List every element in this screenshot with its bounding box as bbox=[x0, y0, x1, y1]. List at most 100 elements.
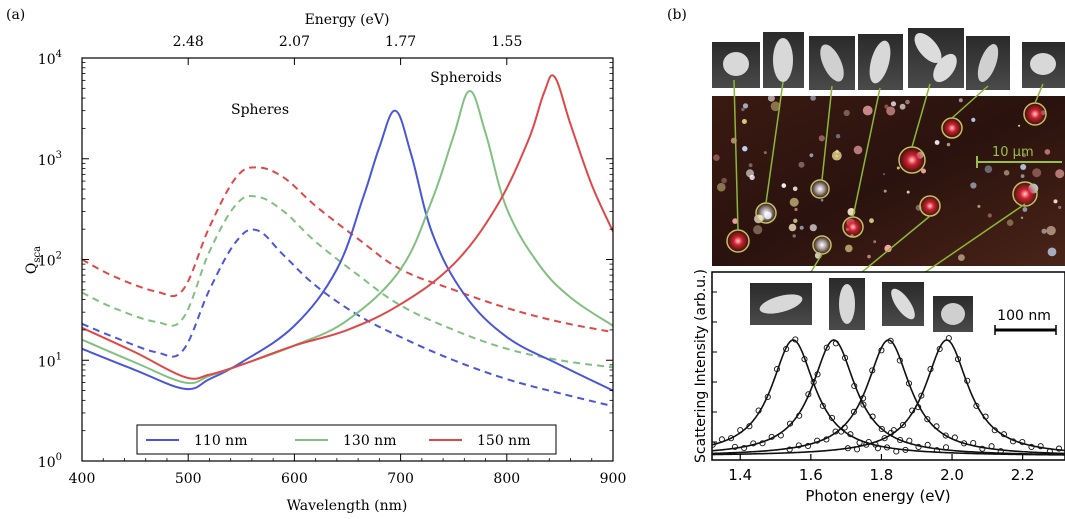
micrograph-spot bbox=[1020, 216, 1024, 219]
micrograph-spot bbox=[798, 161, 805, 168]
legend-label-150: 150 nm bbox=[477, 433, 530, 449]
legend-a: 110 nm 130 nm 150 nm bbox=[136, 424, 557, 455]
micrograph-spot bbox=[809, 153, 814, 158]
panel-b-label: (b) bbox=[667, 7, 687, 23]
spectrum-point bbox=[933, 423, 940, 430]
sem-particle bbox=[891, 288, 915, 320]
spectrum-point bbox=[924, 441, 931, 448]
spectrum-point bbox=[918, 392, 925, 399]
highlight-circle bbox=[942, 118, 962, 138]
spectrum-point bbox=[801, 356, 808, 363]
pointer-arrow bbox=[1034, 83, 1044, 104]
sem-particle bbox=[773, 38, 793, 82]
micrograph-spot bbox=[767, 94, 775, 102]
micrograph-spot bbox=[884, 104, 889, 109]
panel-a-label: (a) bbox=[6, 7, 25, 23]
spectrum-point bbox=[951, 434, 958, 441]
plot-frame-a bbox=[81, 57, 614, 462]
highlight-circle bbox=[1024, 103, 1046, 125]
spectrum-point bbox=[759, 440, 766, 447]
spectrum-point bbox=[832, 340, 839, 347]
micrograph-spot bbox=[970, 182, 977, 189]
spectrum-fit bbox=[712, 339, 1065, 456]
x-tick-label-b: 1.8 bbox=[870, 466, 894, 484]
series-line-dashed-130-nm bbox=[82, 195, 613, 369]
spectrum-point bbox=[814, 437, 821, 444]
spectrum-point bbox=[945, 335, 952, 342]
spectrum-point bbox=[1046, 448, 1053, 455]
spectrum-point bbox=[792, 336, 799, 343]
micrograph-spot bbox=[748, 163, 753, 168]
micrograph-spot bbox=[883, 189, 887, 193]
spectrum-point bbox=[970, 440, 977, 447]
spectrum-point bbox=[750, 440, 757, 447]
micrograph-spot bbox=[809, 224, 817, 232]
x-tick-label: 700 bbox=[387, 471, 414, 487]
spectrum-point bbox=[942, 432, 949, 439]
plot-b: 100 nm 1.4 1.6 1.8 2.0 2.2 bbox=[711, 271, 1065, 484]
y-axis-label-b: Scattering Intensity (arb.u.) bbox=[693, 269, 709, 463]
spectrum-point bbox=[1000, 431, 1007, 438]
spectrum-point bbox=[878, 425, 885, 433]
spectrum-point bbox=[854, 446, 861, 453]
spectrum-point bbox=[851, 382, 858, 390]
spectrum-point bbox=[814, 371, 821, 378]
spectrum-point bbox=[805, 391, 812, 398]
micrograph-spot bbox=[770, 101, 781, 112]
spectrum-point bbox=[869, 413, 876, 420]
micrograph-spot bbox=[763, 151, 767, 155]
sem-particle bbox=[759, 294, 803, 314]
x-tick-label: 500 bbox=[175, 471, 202, 487]
micrograph-spot bbox=[884, 244, 892, 253]
spectrum-point bbox=[979, 445, 986, 452]
spectrum-point bbox=[988, 443, 995, 450]
spectrum-point bbox=[863, 441, 870, 448]
legend-box bbox=[136, 424, 557, 455]
spectrum-point bbox=[936, 345, 943, 353]
micrograph-spot bbox=[721, 177, 727, 184]
micrograph-spot bbox=[732, 218, 738, 224]
micrograph-spot bbox=[789, 197, 799, 207]
spectrum-point bbox=[964, 377, 971, 384]
highlight-circle bbox=[810, 179, 830, 199]
spectrum-point bbox=[850, 408, 857, 415]
micrograph-spot bbox=[835, 134, 841, 139]
spectrum-point bbox=[905, 380, 913, 387]
pointer-arrow bbox=[951, 85, 989, 119]
x-tick-label: 800 bbox=[493, 471, 520, 487]
micrograph-background bbox=[712, 96, 1065, 266]
micrograph-spot bbox=[873, 240, 877, 244]
sem-particle bbox=[839, 284, 855, 324]
spectra bbox=[712, 335, 1065, 456]
x-axis-label-b: Photon energy (eV) bbox=[805, 487, 950, 505]
micrograph-spot bbox=[1022, 207, 1028, 212]
micrograph-spot bbox=[934, 140, 940, 145]
pointer-arrow bbox=[911, 83, 931, 148]
micrograph-spot bbox=[1047, 247, 1057, 257]
legend-label-130: 130 nm bbox=[343, 433, 396, 449]
spectrum-point bbox=[881, 435, 888, 442]
plot-a: 400 500 600 700 800 900 2.48 2.07 1.77 1.55 100 101… bbox=[38, 34, 627, 487]
micrograph-spot bbox=[883, 173, 885, 176]
top-tick-label: 1.77 bbox=[385, 34, 416, 50]
micrograph-spot bbox=[987, 213, 992, 218]
micrograph-spot bbox=[741, 119, 747, 124]
micrograph-spot bbox=[1055, 169, 1065, 179]
spectrum-point bbox=[860, 395, 867, 402]
spectrum-point bbox=[915, 443, 922, 451]
annotation-spheroids: Spheroids bbox=[430, 70, 502, 86]
micrograph-spot bbox=[794, 207, 798, 212]
spectrum-point bbox=[902, 446, 909, 453]
micrograph-spot bbox=[869, 218, 874, 224]
x-tick-label-b: 2.2 bbox=[1011, 466, 1035, 484]
spectrum-point bbox=[991, 427, 998, 434]
spectrum-point bbox=[823, 344, 830, 351]
spectrum-point bbox=[869, 367, 876, 374]
x-tick-label: 600 bbox=[281, 471, 308, 487]
spectrum-point bbox=[1037, 443, 1044, 450]
spectrum-point bbox=[856, 439, 863, 446]
micrograph-spot bbox=[788, 223, 797, 232]
spectrum-point bbox=[942, 444, 950, 451]
micrograph-spot bbox=[862, 105, 873, 116]
highlight-circle bbox=[1013, 182, 1037, 206]
